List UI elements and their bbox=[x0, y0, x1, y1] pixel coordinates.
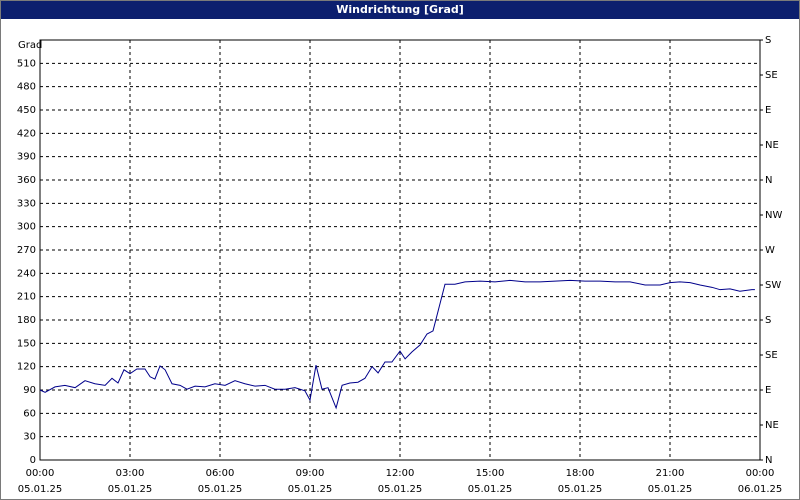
y2-tick-label: S bbox=[765, 315, 771, 326]
y-tick-label: 390 bbox=[17, 152, 36, 163]
y2-tick-label: E bbox=[765, 385, 771, 396]
y-tick-label: 330 bbox=[17, 198, 36, 209]
y-tick-label: 240 bbox=[17, 268, 36, 279]
y2-tick-label: S bbox=[765, 35, 771, 46]
y-tick-label: 270 bbox=[17, 245, 36, 256]
x-tick-label: 00:00 bbox=[746, 468, 775, 479]
y-tick-label: 60 bbox=[23, 408, 36, 419]
x-tick-date: 05.01.25 bbox=[558, 484, 603, 495]
y2-tick-label: N bbox=[765, 455, 772, 466]
x-tick-date: 05.01.25 bbox=[288, 484, 333, 495]
x-tick-label: 18:00 bbox=[566, 468, 595, 479]
y-tick-label: 480 bbox=[17, 82, 36, 93]
y-tick-label: 180 bbox=[17, 315, 36, 326]
x-tick-date: 05.01.25 bbox=[18, 484, 63, 495]
y2-tick-label: N bbox=[765, 175, 772, 186]
y-tick-label: 300 bbox=[17, 222, 36, 233]
x-tick-date: 05.01.25 bbox=[378, 484, 423, 495]
y-tick-label: 210 bbox=[17, 292, 36, 303]
y-tick-label: 420 bbox=[17, 128, 36, 139]
y-axis-label: Grad bbox=[18, 40, 42, 51]
x-tick-date: 05.01.25 bbox=[468, 484, 513, 495]
y2-tick-label: NE bbox=[765, 420, 779, 431]
x-tick-label: 15:00 bbox=[476, 468, 505, 479]
x-tick-date: 06.01.25 bbox=[738, 484, 783, 495]
x-tick-label: 12:00 bbox=[386, 468, 415, 479]
y-tick-label: 90 bbox=[23, 385, 36, 396]
y-tick-label: 120 bbox=[17, 362, 36, 373]
y2-tick-label: NE bbox=[765, 140, 779, 151]
y-tick-label: 450 bbox=[17, 105, 36, 116]
data-line bbox=[39, 279, 755, 410]
y2-tick-label: NW bbox=[765, 210, 782, 221]
y2-tick-label: W bbox=[765, 245, 775, 256]
y2-tick-label: SW bbox=[765, 280, 781, 291]
x-tick-label: 21:00 bbox=[656, 468, 685, 479]
y2-tick-label: E bbox=[765, 105, 771, 116]
x-tick-date: 05.01.25 bbox=[648, 484, 693, 495]
plot-frame bbox=[39, 39, 761, 461]
y-tick-label: 0 bbox=[30, 455, 36, 466]
x-tick-label: 09:00 bbox=[296, 468, 325, 479]
x-tick-label: 06:00 bbox=[206, 468, 235, 479]
y2-tick-label: SE bbox=[765, 350, 778, 361]
x-tick-date: 05.01.25 bbox=[108, 484, 153, 495]
y-tick-label: 30 bbox=[23, 432, 36, 443]
x-tick-date: 05.01.25 bbox=[198, 484, 243, 495]
x-tick-label: 00:00 bbox=[26, 468, 55, 479]
y-tick-label: 510 bbox=[17, 58, 36, 69]
y-tick-label: 360 bbox=[17, 175, 36, 186]
y2-tick-label: SE bbox=[765, 70, 778, 81]
y-tick-label: 150 bbox=[17, 338, 36, 349]
x-tick-label: 03:00 bbox=[116, 468, 145, 479]
title-bar: Windrichtung [Grad] bbox=[1, 1, 799, 19]
